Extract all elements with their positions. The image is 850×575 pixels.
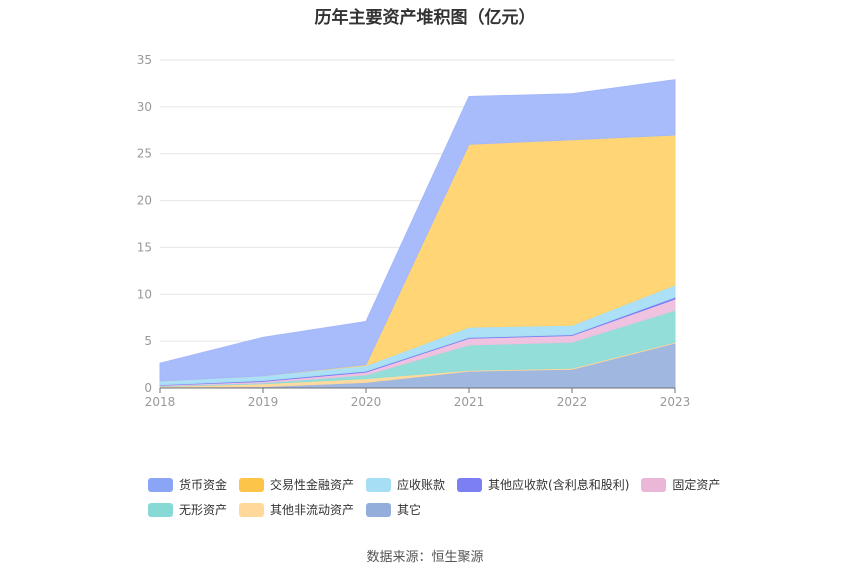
axes: 0 5 10 15 20 25 30 35 2018 2019 2020 2021 2022 2023 <box>137 53 691 409</box>
data-source: 数据来源：恒生聚源 <box>366 550 484 565</box>
x-tick-label: 2019 <box>248 395 279 409</box>
legend-swatch <box>148 502 173 517</box>
y-tick-label: 35 <box>137 53 152 67</box>
legend-swatch <box>239 502 265 517</box>
legend-swatch <box>641 477 667 492</box>
legend-item-cash[interactable]: 货币资金 <box>148 476 227 493</box>
legend-item-other-noncurrent-assets[interactable]: 其他非流动资产 <box>239 501 354 518</box>
legend-label: 其它 <box>397 503 422 517</box>
legend-item-trading-assets[interactable]: 交易性金融资产 <box>239 476 354 493</box>
legend-swatch <box>239 477 265 492</box>
area-货币资金[interactable] <box>159 79 676 382</box>
legend-label: 货币资金 <box>179 478 228 492</box>
legend-item-other[interactable]: 其它 <box>366 501 421 518</box>
chart-title: 历年主要资产堆积图（亿元） <box>314 8 536 28</box>
legend-swatch <box>366 477 392 492</box>
legend-label: 其他非流动资产 <box>270 503 355 517</box>
legend-item-intangible-assets[interactable]: 无形资产 <box>148 501 227 518</box>
x-tick-label: 2023 <box>660 395 691 409</box>
y-tick-label: 10 <box>137 287 152 301</box>
legend-row-2: 无形资产 其他非流动资产 其它 <box>148 497 748 522</box>
x-tick-label: 2022 <box>557 395 588 409</box>
x-tick-label: 2020 <box>351 395 382 409</box>
legend-label: 交易性金融资产 <box>270 478 355 492</box>
y-tick-label: 20 <box>137 194 152 208</box>
x-tick-label: 2018 <box>145 395 176 409</box>
legend-label: 无形资产 <box>179 503 228 517</box>
legend-swatch <box>457 477 483 492</box>
area-series <box>159 79 676 389</box>
legend-item-receivables[interactable]: 应收账款 <box>366 476 445 493</box>
legend-label: 固定资产 <box>672 478 721 492</box>
legend-label: 应收账款 <box>397 478 446 492</box>
legend-row-1: 货币资金 交易性金融资产 应收账款 其他应收款(含利息和股利) 固定资产 <box>148 472 748 497</box>
legend-swatch <box>366 502 392 517</box>
y-tick-label: 30 <box>137 100 152 114</box>
y-tick-label: 0 <box>144 381 152 395</box>
y-tick-label: 15 <box>137 240 152 254</box>
legend-item-fixed-assets[interactable]: 固定资产 <box>641 476 720 493</box>
legend-item-other-receivables[interactable]: 其他应收款(含利息和股利) <box>457 476 629 493</box>
legend-label: 其他应收款(含利息和股利) <box>488 478 630 492</box>
y-tick-label: 5 <box>144 334 152 348</box>
x-tick-label: 2021 <box>454 395 485 409</box>
legend: 货币资金 交易性金融资产 应收账款 其他应收款(含利息和股利) 固定资产 无形资… <box>148 472 748 522</box>
y-tick-label: 25 <box>137 147 152 161</box>
legend-swatch <box>148 477 173 492</box>
